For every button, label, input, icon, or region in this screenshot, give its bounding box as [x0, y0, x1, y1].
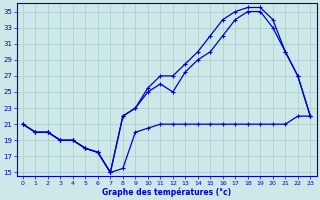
X-axis label: Graphe des températures (°c): Graphe des températures (°c): [102, 187, 231, 197]
